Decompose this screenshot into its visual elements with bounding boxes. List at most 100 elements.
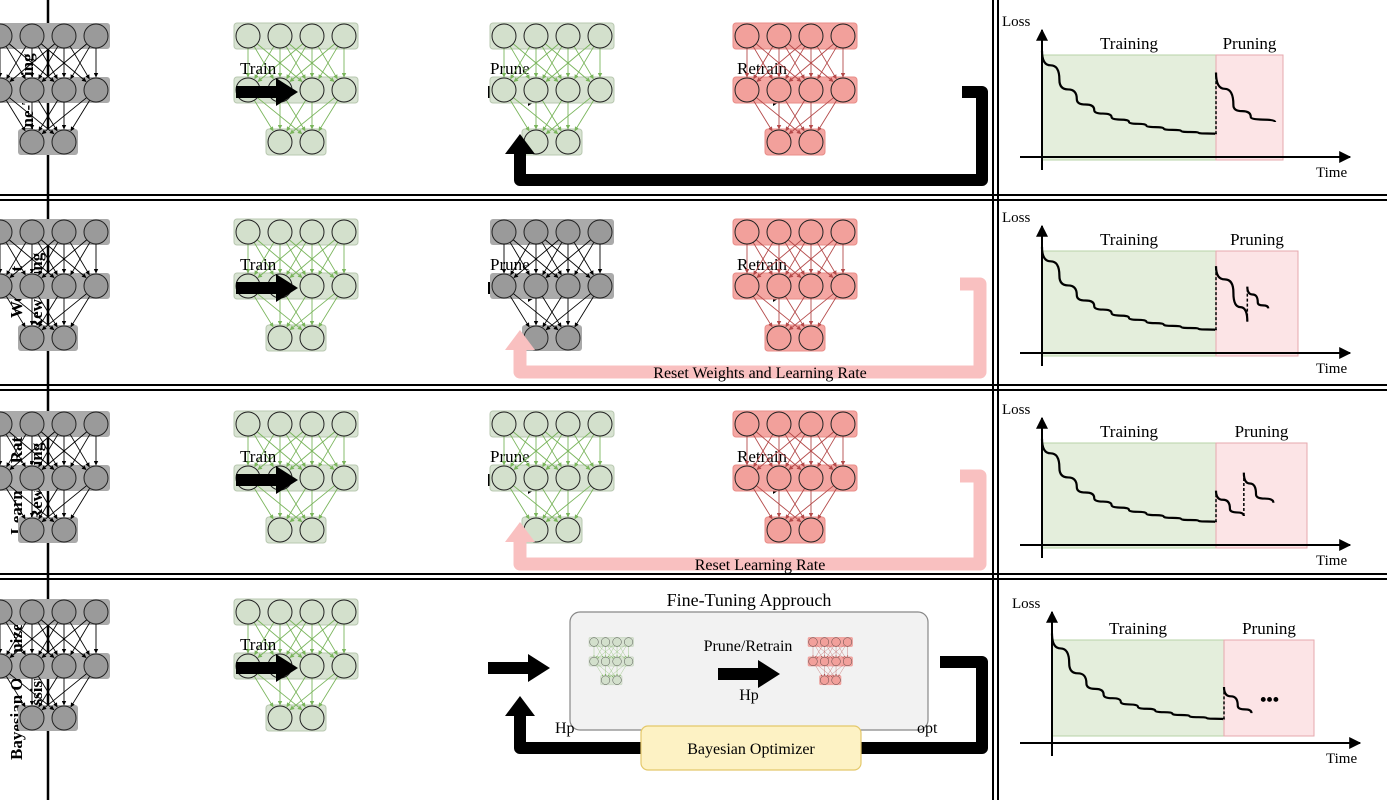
- neuron-node: [798, 465, 824, 491]
- loss-curve-segment: [1246, 286, 1270, 309]
- neuron-node: [555, 129, 581, 155]
- neuron-node: [587, 77, 613, 103]
- neuron-node: [734, 23, 760, 49]
- neuron-node: [0, 273, 13, 299]
- neuron-node: [831, 675, 841, 685]
- input-network: [0, 411, 110, 543]
- neuron-node: [624, 637, 634, 647]
- retrain-step-label: Retrain: [737, 59, 788, 78]
- neuron-node: [734, 273, 760, 299]
- neuron-node: [601, 637, 611, 647]
- neuron-node: [798, 517, 824, 543]
- train-step-label: Train: [240, 255, 277, 274]
- neuron-node: [766, 465, 792, 491]
- layer-band: [490, 273, 614, 299]
- neuron-node: [766, 273, 792, 299]
- neuron-node: [19, 517, 45, 543]
- neuron-node: [830, 219, 856, 245]
- training-phase-region: [1051, 639, 1225, 737]
- edges: [744, 239, 846, 331]
- neuron-node: [587, 273, 613, 299]
- row-wr: WeightRewindingTrainPruneRetrainReset We…: [0, 210, 1352, 382]
- neuron-node: [331, 219, 357, 245]
- neuron-node: [83, 219, 109, 245]
- neuron-node: [734, 411, 760, 437]
- edges: [501, 43, 603, 135]
- neuron-node: [798, 411, 824, 437]
- neuron-node: [766, 411, 792, 437]
- neuron-node: [51, 517, 77, 543]
- edges: [744, 431, 846, 523]
- approach-title: Fine-Tuning Approuch: [667, 590, 832, 610]
- neuron-node: [734, 465, 760, 491]
- neuron-node: [51, 219, 77, 245]
- neuron-node: [235, 219, 261, 245]
- neuron-node: [51, 129, 77, 155]
- x-axis-label: Time: [1316, 553, 1347, 569]
- mini-red-network: [807, 637, 853, 686]
- neuron-node: [235, 411, 261, 437]
- neuron-node: [587, 411, 613, 437]
- neuron-node: [523, 77, 549, 103]
- hp-inner-label: Hp: [739, 687, 759, 704]
- neuron-node: [83, 77, 109, 103]
- trained-network: [233, 410, 359, 544]
- neuron-node: [523, 273, 549, 299]
- training-phase-region: [1041, 54, 1217, 161]
- neuron-node: [831, 656, 841, 666]
- neuron-node: [299, 219, 325, 245]
- neuron-node: [0, 599, 13, 625]
- pruning-phase-label: Pruning: [1235, 422, 1289, 441]
- edges: [0, 43, 99, 135]
- edges: [245, 43, 347, 135]
- feedback-arrowhead: [505, 134, 535, 154]
- neuron-node: [299, 599, 325, 625]
- neuron-node: [0, 653, 13, 679]
- neuron-node: [820, 637, 830, 647]
- y-axis-label: Loss: [1002, 210, 1031, 226]
- training-phase-label: Training: [1109, 619, 1167, 638]
- neuron-node: [83, 599, 109, 625]
- edges: [0, 239, 99, 331]
- neuron-node: [523, 219, 549, 245]
- step-arrow: [718, 660, 780, 688]
- neuron-node: [843, 656, 853, 666]
- continuation-ellipsis: •••: [1260, 690, 1279, 710]
- neuron-node: [766, 325, 792, 351]
- neuron-node: [798, 325, 824, 351]
- train-step-label: Train: [240, 59, 277, 78]
- retrain-step-label: Retrain: [737, 255, 788, 274]
- neuron-node: [299, 411, 325, 437]
- neuron-node: [51, 273, 77, 299]
- neuron-node: [491, 411, 517, 437]
- input-network: [0, 23, 110, 155]
- loss-plot: Loss Time Training Pruning: [1002, 14, 1352, 181]
- neuron-node: [624, 656, 634, 666]
- neuron-node: [0, 465, 13, 491]
- neuron-node: [19, 599, 45, 625]
- loss-curve-segment: [1214, 266, 1249, 322]
- neuron-node: [19, 23, 45, 49]
- neuron-node: [0, 411, 13, 437]
- neuron-node: [843, 637, 853, 647]
- bayesian-optimizer-box: [640, 725, 862, 771]
- neuron-node: [589, 637, 599, 647]
- neuron-node: [331, 23, 357, 49]
- neuron-node: [19, 705, 45, 731]
- neuron-node: [555, 219, 581, 245]
- loss-curve-segment: [1214, 490, 1245, 517]
- neuron-node: [331, 653, 357, 679]
- edges: [593, 644, 630, 678]
- edges: [501, 431, 603, 523]
- neuron-node: [51, 705, 77, 731]
- neuron-node: [734, 77, 760, 103]
- neuron-node: [612, 675, 622, 685]
- neuron-node: [51, 77, 77, 103]
- neuron-node: [267, 219, 293, 245]
- neuron-node: [798, 23, 824, 49]
- neuron-node: [235, 23, 261, 49]
- y-axis-label: Loss: [1012, 596, 1041, 612]
- neuron-node: [612, 637, 622, 647]
